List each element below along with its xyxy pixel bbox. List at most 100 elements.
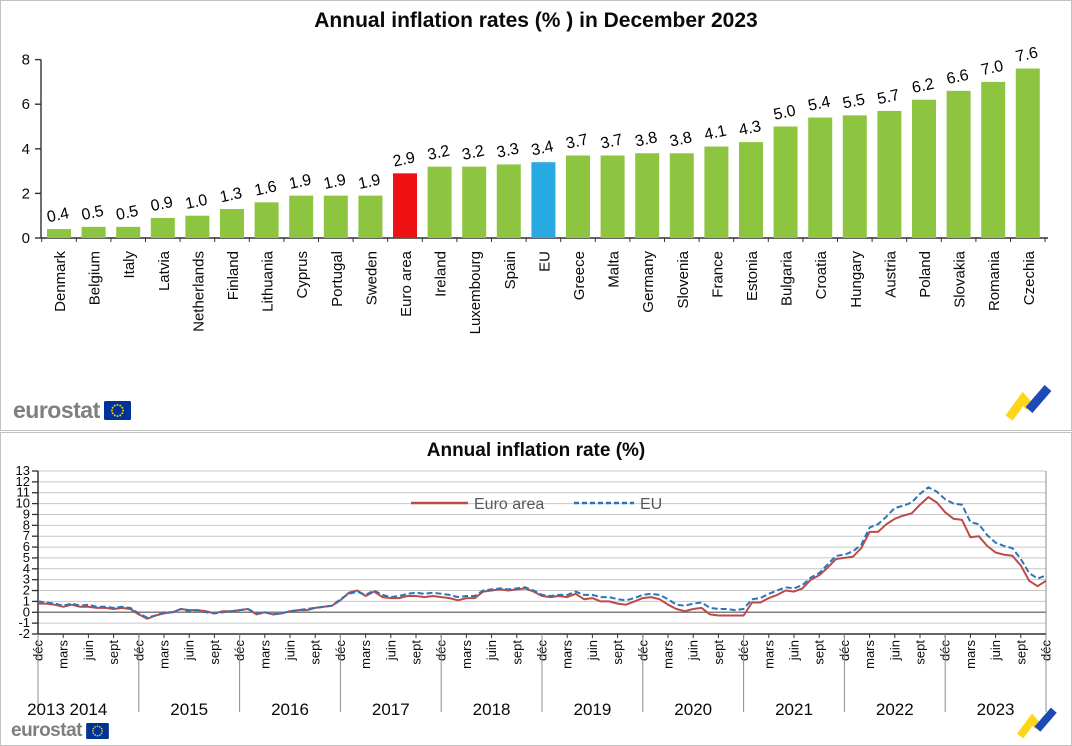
month-tick-label: juin: [988, 640, 1003, 661]
bar-lithuania: [254, 202, 279, 238]
month-tick-label: sept: [409, 640, 424, 665]
year-label: 2020: [674, 700, 712, 719]
line-y-tick-label: 3: [23, 572, 30, 587]
bar-estonia: [739, 142, 763, 238]
bar-category-label: France: [709, 251, 726, 298]
flag-star: [110, 409, 113, 412]
bar-value-label: 1.9: [322, 172, 347, 193]
bar-greece: [566, 155, 590, 238]
bar-category-label: Slovakia: [952, 250, 969, 307]
flag-star: [94, 734, 96, 736]
year-label: 2023: [977, 700, 1015, 719]
bar-euro-area: [393, 173, 417, 238]
line-y-tick-label: 2: [23, 583, 30, 598]
bar-malta: [600, 155, 625, 238]
bar-category-label: Luxembourg: [467, 251, 484, 334]
month-tick-label: sept: [509, 640, 524, 665]
bar-category-label: Italy: [121, 251, 138, 279]
flag-star: [100, 727, 103, 730]
bar-value-label: 3.7: [564, 131, 589, 152]
year-label: 2021: [775, 700, 813, 719]
month-tick-label: sept: [812, 640, 827, 665]
month-tick-label: mars: [56, 640, 71, 669]
bar-category-label: Greece: [571, 251, 588, 300]
flag-star: [113, 404, 116, 407]
month-tick-label: mars: [862, 640, 877, 669]
bar-value-label: 5.0: [772, 102, 797, 123]
eurostat-logo: eurostat: [11, 720, 109, 742]
bar-chart-section: Annual inflation rates (% ) in December …: [0, 0, 1072, 431]
flag-star: [101, 730, 104, 732]
bar-latvia: [150, 217, 175, 238]
bar-category-label: EU: [536, 251, 553, 272]
bar-spain: [496, 164, 521, 238]
line-chart-title: Annual inflation rate (%): [426, 440, 646, 461]
bar-slovenia: [669, 153, 694, 238]
bar-value-label: 5.4: [807, 94, 832, 115]
bar-category-label: Cyprus: [294, 251, 311, 299]
line-y-tick-label: -1: [18, 615, 30, 630]
year-label: 2019: [573, 700, 611, 719]
bar-category-label: Euro area: [398, 250, 415, 317]
flag-star: [92, 727, 95, 730]
month-tick-label: mars: [963, 640, 978, 669]
eurostat-logo-text: eurostat: [11, 720, 82, 741]
bar-chart-canvas: 0 2 4 6 8 0.4 Denmark 0.5 Belgium 0.5 Italy 0.9 Latv…: [22, 44, 1048, 334]
bar-value-label: 3.4: [530, 138, 555, 159]
line-y-tick-label: 6: [23, 539, 30, 554]
year-label: 2022: [876, 700, 914, 719]
year-label: 2016: [271, 700, 309, 719]
bar-value-label: 6.2: [910, 76, 935, 97]
bar-chart-title: Annual inflation rates (% ) in December …: [314, 9, 758, 32]
flag-star: [92, 732, 95, 735]
bar-value-label: 3.2: [426, 143, 451, 164]
bar-germany: [635, 153, 660, 238]
flag-star: [119, 404, 122, 407]
bar-category-label: Bulgaria: [779, 250, 796, 306]
bar-category-label: Romania: [986, 250, 1003, 311]
line-y-tick-label: 9: [23, 506, 30, 521]
bar-category-label: Czechia: [1021, 250, 1038, 305]
bar-hungary: [842, 115, 867, 238]
year-label: 2013: [27, 700, 65, 719]
bar-y-tick-label: 4: [22, 141, 30, 158]
month-tick-label: mars: [560, 640, 575, 669]
bar-italy: [116, 226, 141, 238]
month-tick-label: sept: [308, 640, 323, 665]
bar-value-label: 1.9: [357, 172, 382, 193]
bar-value-label: 0.5: [80, 203, 105, 224]
flag-star: [116, 403, 119, 406]
bar-value-label: 4.3: [737, 118, 762, 139]
bar-czechia: [1015, 68, 1040, 239]
month-tick-label: juin: [182, 640, 197, 661]
bar-value-label: 7.6: [1014, 44, 1039, 65]
bar-category-label: Ireland: [433, 251, 450, 297]
bar-category-label: Lithuania: [260, 250, 277, 312]
bar-value-label: 0.4: [45, 205, 70, 226]
bar-belgium: [81, 226, 106, 238]
flag-star: [98, 726, 101, 728]
bar-category-label: Slovenia: [675, 250, 692, 308]
series-line-euro-area: [38, 496, 1047, 620]
bar-croatia: [808, 117, 833, 238]
bar-category-label: Austria: [882, 250, 899, 297]
bar-finland: [220, 209, 244, 238]
flag-star: [98, 734, 101, 736]
month-tick-label: sept: [913, 640, 928, 665]
month-tick-label: mars: [257, 640, 272, 669]
bar-category-label: Belgium: [87, 251, 104, 305]
bar-value-label: 3.8: [668, 129, 693, 150]
month-tick-label: sept: [207, 640, 222, 665]
bar-category-label: Spain: [502, 251, 519, 289]
line-y-tick-label: 13: [16, 463, 30, 478]
bar-eu: [531, 162, 556, 238]
bar-category-label: Poland: [917, 251, 934, 298]
month-tick-label: juin: [887, 640, 902, 661]
flag-star: [94, 726, 96, 728]
flag-star: [121, 409, 124, 412]
month-tick-label: sept: [711, 640, 726, 665]
bar-category-label: Finland: [225, 251, 242, 300]
flag-star: [113, 414, 116, 417]
bar-value-label: 1.3: [218, 185, 243, 206]
